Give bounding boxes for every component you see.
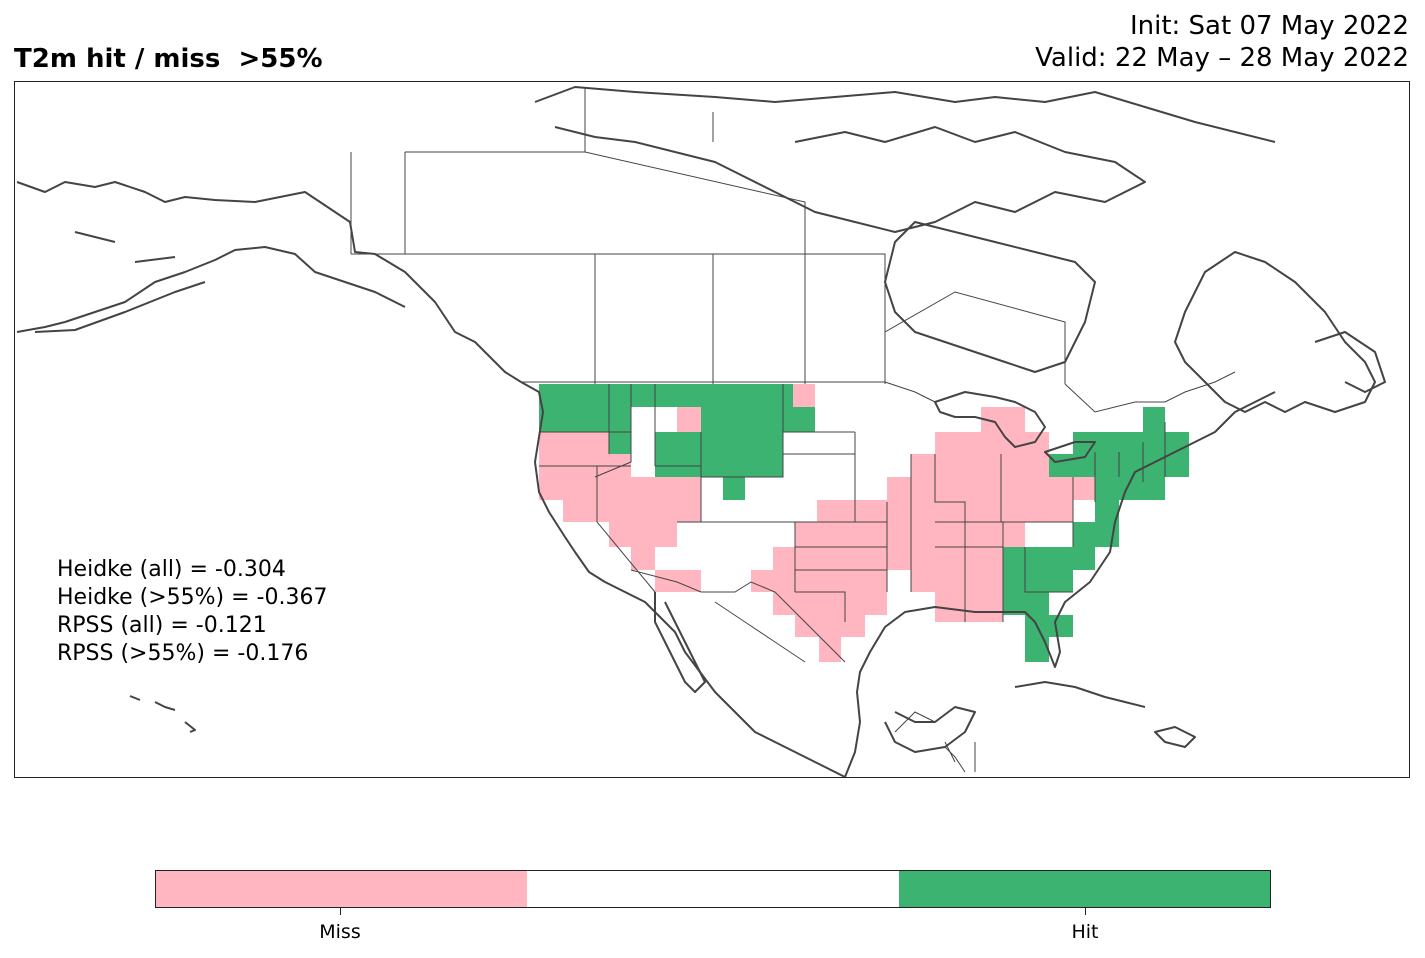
coastline-alaska [16,181,522,383]
legend-neutral-swatch [527,871,899,907]
great-lakes [934,391,1096,463]
border-us-states [539,384,1166,622]
map-svg [16,86,1386,777]
neutral-cell-region [677,522,701,570]
legend-colorbar [155,870,1271,908]
legend-tick-hit [1085,908,1086,915]
chart-title: T2m hit / miss >55% [14,44,323,74]
hit-cell-region [1003,547,1073,662]
legend-label-miss: Miss [319,921,361,943]
init-date: Init: Sat 07 May 2022 [1129,11,1409,41]
coastline-west [520,381,846,777]
neutral-cell-region [783,384,911,500]
coastline-cuba [1014,681,1146,708]
coastline-labrador [1174,251,1376,413]
legend-tick-miss [340,908,341,915]
hit-cell-region [783,407,815,432]
border-central-america [944,742,976,773]
map-panel [14,81,1410,778]
date-info: Init: Sat 07 May 2022 Valid: 22 May – 28… [1035,10,1409,74]
legend-hit-swatch [898,871,1270,907]
border-yukon-bc [350,152,406,254]
rpss-all: RPSS (all) = -0.121 [57,613,267,638]
rpss-55: RPSS (>55%) = -0.176 [57,641,309,666]
coastline-newfoundland [1314,331,1386,393]
valid-date: Valid: 22 May – 28 May 2022 [1035,43,1409,73]
coastline-hudson-bay [884,221,1096,373]
border-canada-provinces [351,253,1066,384]
coastlines [16,86,1386,777]
hit-cell-region [539,384,631,454]
coastline-hispaniola [1154,726,1196,748]
coastline-arctic-islands [534,86,1276,233]
political-borders [350,87,1236,773]
legend-label-hit: Hit [1071,921,1099,943]
neutral-cell-region [911,407,981,454]
coastline-baja [654,592,706,693]
neutral-cell-region [701,477,795,570]
hit-cell-region [655,432,701,477]
skill-scores: Heidke (all) = -0.304 Heidke (>55%) = -0… [57,556,327,668]
coastline-aleutians [34,231,206,333]
miss-cell-region [655,570,701,592]
coastline-hawaii [129,695,196,733]
coastline-yucatan [884,706,976,753]
hit-cell-region [631,384,793,500]
hit-cell-region [1165,454,1189,477]
border-us-canada [521,371,1236,413]
grid-cells [539,384,1189,662]
heidke-all: Heidke (all) = -0.304 [57,557,286,582]
border-us-mexico [630,569,846,663]
heidke-55: Heidke (>55%) = -0.367 [57,585,328,610]
legend-miss-swatch [156,871,528,907]
border-territories [405,87,806,254]
miss-cell-region [751,407,1095,662]
coastline-gulf [844,391,1276,777]
